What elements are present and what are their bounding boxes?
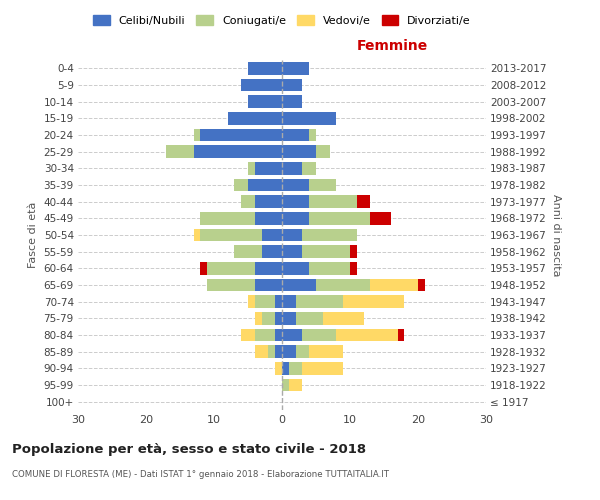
Bar — [302, 162, 316, 174]
Legend: Celibi/Nubili, Coniugati/e, Vedovi/e, Divorziati/e: Celibi/Nubili, Coniugati/e, Vedovi/e, Di… — [89, 10, 475, 30]
Bar — [235, 179, 248, 192]
Bar — [262, 312, 275, 324]
Bar — [200, 129, 282, 141]
Bar — [282, 212, 309, 224]
Text: COMUNE DI FLORESTA (ME) - Dati ISTAT 1° gennaio 2018 - Elaborazione TUTTAITALIA.: COMUNE DI FLORESTA (ME) - Dati ISTAT 1° … — [12, 470, 389, 479]
Bar — [398, 329, 404, 341]
Bar — [268, 346, 275, 358]
Bar — [316, 146, 329, 158]
Bar — [357, 196, 370, 208]
Bar — [255, 162, 282, 174]
Bar — [302, 329, 337, 341]
Bar — [248, 96, 282, 108]
Bar — [241, 79, 282, 92]
Bar — [289, 379, 302, 391]
Bar — [255, 296, 275, 308]
Bar — [302, 229, 357, 241]
Bar — [255, 346, 268, 358]
Bar — [282, 146, 316, 158]
Bar — [282, 279, 316, 291]
Bar — [296, 296, 343, 308]
Bar — [282, 196, 309, 208]
Bar — [309, 262, 350, 274]
Bar — [275, 312, 282, 324]
Bar — [262, 229, 282, 241]
Bar — [207, 279, 255, 291]
Bar — [282, 229, 302, 241]
Bar — [255, 196, 282, 208]
Bar — [248, 296, 255, 308]
Bar — [282, 296, 296, 308]
Bar — [323, 312, 364, 324]
Bar — [289, 362, 302, 374]
Bar — [282, 329, 302, 341]
Bar — [248, 62, 282, 74]
Bar — [275, 329, 282, 341]
Bar — [282, 346, 296, 358]
Text: Femmine: Femmine — [356, 39, 428, 53]
Bar — [200, 229, 262, 241]
Bar — [194, 129, 200, 141]
Bar — [275, 346, 282, 358]
Bar — [282, 62, 309, 74]
Y-axis label: Anni di nascita: Anni di nascita — [551, 194, 561, 276]
Bar — [282, 162, 302, 174]
Bar — [241, 196, 255, 208]
Bar — [248, 179, 282, 192]
Bar — [309, 129, 316, 141]
Bar — [282, 262, 309, 274]
Bar — [418, 279, 425, 291]
Bar — [370, 212, 391, 224]
Y-axis label: Fasce di età: Fasce di età — [28, 202, 38, 268]
Bar — [166, 146, 194, 158]
Bar — [309, 179, 337, 192]
Bar — [255, 329, 275, 341]
Bar — [282, 96, 302, 108]
Bar — [309, 212, 370, 224]
Bar — [227, 112, 282, 124]
Bar — [282, 79, 302, 92]
Bar — [309, 196, 357, 208]
Bar — [282, 129, 309, 141]
Bar — [302, 246, 350, 258]
Bar — [282, 379, 289, 391]
Bar — [275, 362, 282, 374]
Bar — [255, 262, 282, 274]
Bar — [255, 279, 282, 291]
Bar — [370, 279, 418, 291]
Bar — [275, 296, 282, 308]
Bar — [296, 312, 323, 324]
Bar — [350, 246, 357, 258]
Bar — [207, 262, 255, 274]
Text: Popolazione per età, sesso e stato civile - 2018: Popolazione per età, sesso e stato civil… — [12, 442, 366, 456]
Bar — [194, 146, 282, 158]
Bar — [241, 329, 255, 341]
Bar — [282, 312, 296, 324]
Bar — [200, 212, 255, 224]
Bar — [255, 212, 282, 224]
Bar — [316, 279, 370, 291]
Bar — [282, 362, 289, 374]
Bar — [235, 246, 262, 258]
Bar — [248, 162, 255, 174]
Bar — [343, 296, 404, 308]
Bar — [255, 312, 262, 324]
Bar — [262, 246, 282, 258]
Bar — [296, 346, 309, 358]
Bar — [337, 329, 398, 341]
Bar — [282, 246, 302, 258]
Bar — [302, 362, 343, 374]
Bar — [282, 112, 337, 124]
Bar — [194, 229, 200, 241]
Bar — [350, 262, 357, 274]
Bar — [200, 262, 207, 274]
Bar — [282, 179, 309, 192]
Bar — [309, 346, 343, 358]
